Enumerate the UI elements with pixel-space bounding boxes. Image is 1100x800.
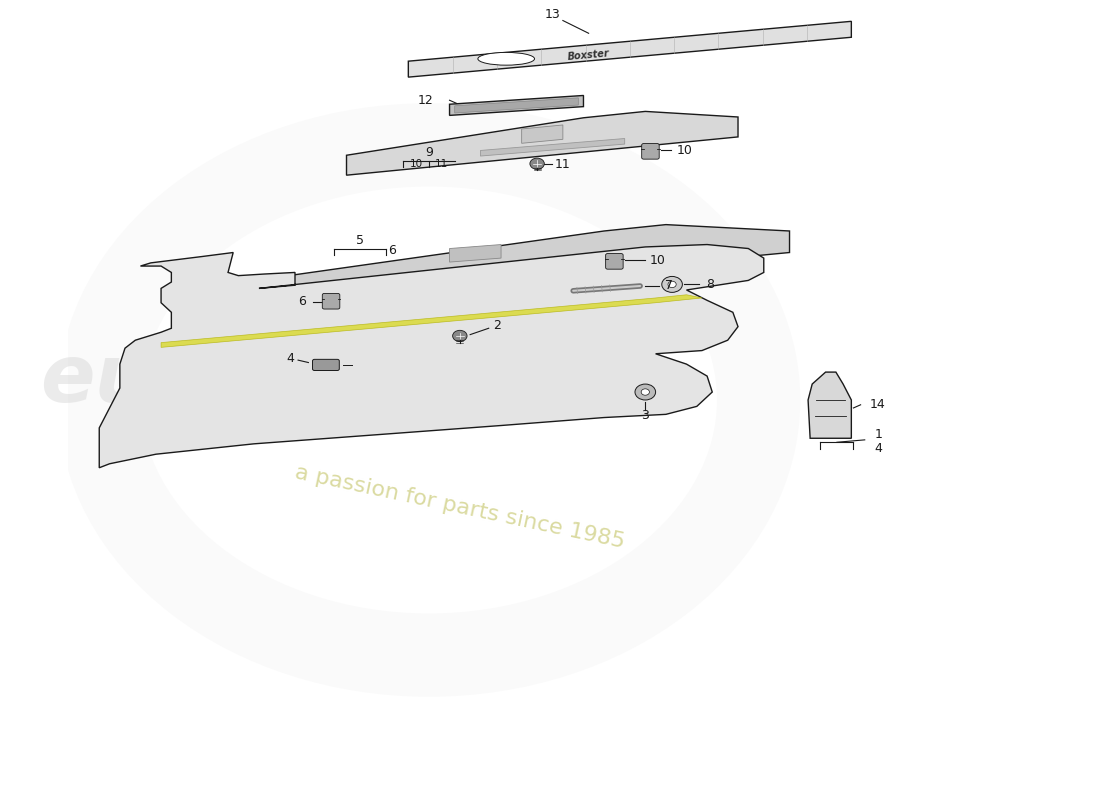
Polygon shape xyxy=(481,138,625,156)
Text: 8: 8 xyxy=(706,278,714,291)
Text: 12: 12 xyxy=(418,94,433,106)
Polygon shape xyxy=(454,98,579,113)
Circle shape xyxy=(452,330,468,342)
Text: 10: 10 xyxy=(676,144,692,157)
Text: 5: 5 xyxy=(356,234,364,247)
Text: 4: 4 xyxy=(286,352,294,365)
Text: 10: 10 xyxy=(409,159,422,169)
Polygon shape xyxy=(450,245,502,262)
Polygon shape xyxy=(450,95,583,115)
Polygon shape xyxy=(521,125,563,143)
FancyBboxPatch shape xyxy=(641,143,659,159)
FancyBboxPatch shape xyxy=(312,359,339,370)
Text: 1: 1 xyxy=(874,428,882,441)
Text: 3: 3 xyxy=(641,410,649,422)
Text: 7: 7 xyxy=(666,279,673,293)
Text: 4: 4 xyxy=(874,442,882,455)
Polygon shape xyxy=(161,294,702,347)
Text: 6: 6 xyxy=(298,295,306,309)
Text: 10: 10 xyxy=(650,254,666,267)
Circle shape xyxy=(641,389,649,395)
Text: 2: 2 xyxy=(493,318,500,331)
Text: 9: 9 xyxy=(425,146,433,159)
Circle shape xyxy=(662,277,682,292)
Text: Boxster: Boxster xyxy=(568,48,611,62)
FancyBboxPatch shape xyxy=(606,254,623,269)
Text: 6: 6 xyxy=(387,245,396,258)
Ellipse shape xyxy=(477,53,535,65)
Text: 11: 11 xyxy=(436,159,449,169)
Circle shape xyxy=(530,158,544,170)
Circle shape xyxy=(668,282,676,287)
Text: 11: 11 xyxy=(556,158,571,170)
Polygon shape xyxy=(99,245,763,468)
Polygon shape xyxy=(808,372,851,438)
Polygon shape xyxy=(408,22,851,77)
Circle shape xyxy=(635,384,656,400)
FancyBboxPatch shape xyxy=(322,294,340,309)
Text: 13: 13 xyxy=(544,8,560,21)
Text: eurospares: eurospares xyxy=(41,341,550,419)
Text: a passion for parts since 1985: a passion for parts since 1985 xyxy=(293,463,627,553)
Text: 14: 14 xyxy=(869,398,886,411)
Polygon shape xyxy=(429,264,604,284)
Polygon shape xyxy=(346,111,738,175)
Polygon shape xyxy=(243,225,790,304)
